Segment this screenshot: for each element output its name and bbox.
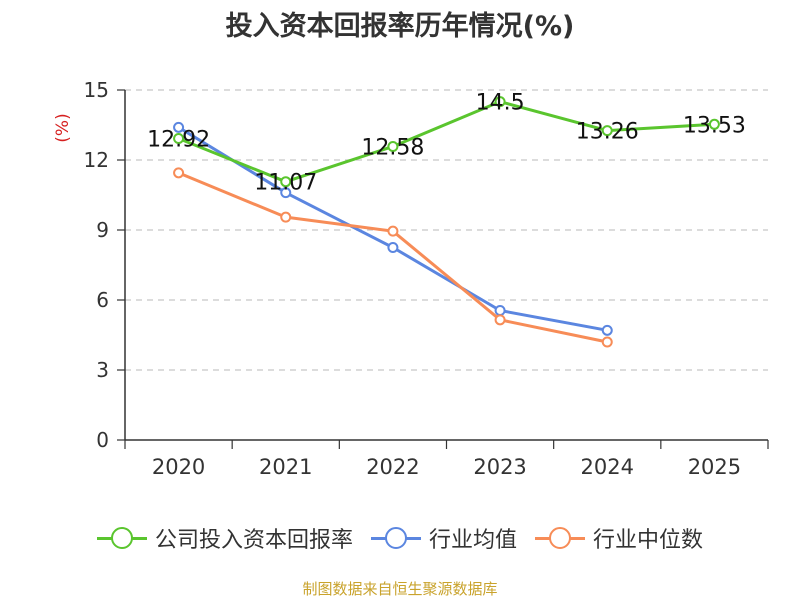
data-point-s0-2024 xyxy=(601,125,613,137)
x-tick-label-2023: 2023 xyxy=(473,455,526,479)
legend: 公司投入资本回报率 行业均值 行业中位数 xyxy=(0,518,800,558)
y-axis-label: (%) xyxy=(53,113,73,142)
y-tick-label-15: 15 xyxy=(84,78,109,102)
legend-item-company[interactable]: 公司投入资本回报率 xyxy=(96,522,353,554)
data-source-note: 制图数据来自恒生聚源数据库 xyxy=(302,580,498,598)
series-line-0 xyxy=(178,100,715,184)
data-point-s2-2024 xyxy=(601,336,613,348)
data-point-s1-2023 xyxy=(494,305,506,316)
chart-title: 投入资本回报率历年情况(%) xyxy=(225,11,575,42)
data-point-s1-2021 xyxy=(280,187,292,199)
legend-marker-industry-mean xyxy=(370,527,421,549)
data-point-s0-2023 xyxy=(494,96,506,108)
data-label-2022: 12.58 xyxy=(361,135,424,160)
data-point-s2-2023 xyxy=(494,314,506,326)
data-point-s2-2021 xyxy=(280,211,292,223)
y-tick-label-6: 6 xyxy=(96,288,109,312)
data-label-2020: 12.92 xyxy=(147,128,210,153)
y-tick-label-9: 9 xyxy=(96,218,109,242)
data-label-2024: 13.26 xyxy=(576,120,639,145)
data-point-s1-2022 xyxy=(387,242,399,253)
x-tick-label-2022: 2022 xyxy=(366,455,419,479)
legend-marker-industry-median xyxy=(535,527,585,549)
legend-label-industry-median: 行业中位数 xyxy=(593,528,704,553)
x-tick-label-2024: 2024 xyxy=(581,455,634,479)
legend-marker-company xyxy=(96,527,147,549)
legend-label-industry-mean: 行业均值 xyxy=(428,528,517,553)
data-point-s1-2020 xyxy=(173,121,185,133)
legend-label-company: 公司投入资本回报率 xyxy=(154,528,353,553)
data-label-2023: 14.5 xyxy=(476,91,525,116)
data-point-s1-2024 xyxy=(601,324,613,336)
data-point-s2-2020 xyxy=(173,167,185,179)
data-point-s0-2020 xyxy=(173,133,185,145)
legend-item-industry-mean[interactable]: 行业均值 xyxy=(370,522,517,554)
data-label-2021: 11.07 xyxy=(254,171,317,196)
data-point-s0-2021 xyxy=(280,176,292,188)
y-tick-label-0: 0 xyxy=(96,428,109,452)
x-tick-label-2021: 2021 xyxy=(259,455,312,479)
data-point-s2-2022 xyxy=(387,225,399,237)
y-tick-label-3: 3 xyxy=(96,358,109,382)
series-line-2 xyxy=(178,171,608,344)
x-tick-label-2020: 2020 xyxy=(152,455,205,479)
data-point-s0-2022 xyxy=(387,140,399,152)
y-tick-label-12: 12 xyxy=(84,148,109,172)
data-point-s0-2025 xyxy=(708,118,720,130)
data-label-2025: 13.53 xyxy=(683,113,746,138)
x-tick-label-2025: 2025 xyxy=(688,455,741,479)
legend-item-industry-median[interactable]: 行业中位数 xyxy=(535,522,703,554)
